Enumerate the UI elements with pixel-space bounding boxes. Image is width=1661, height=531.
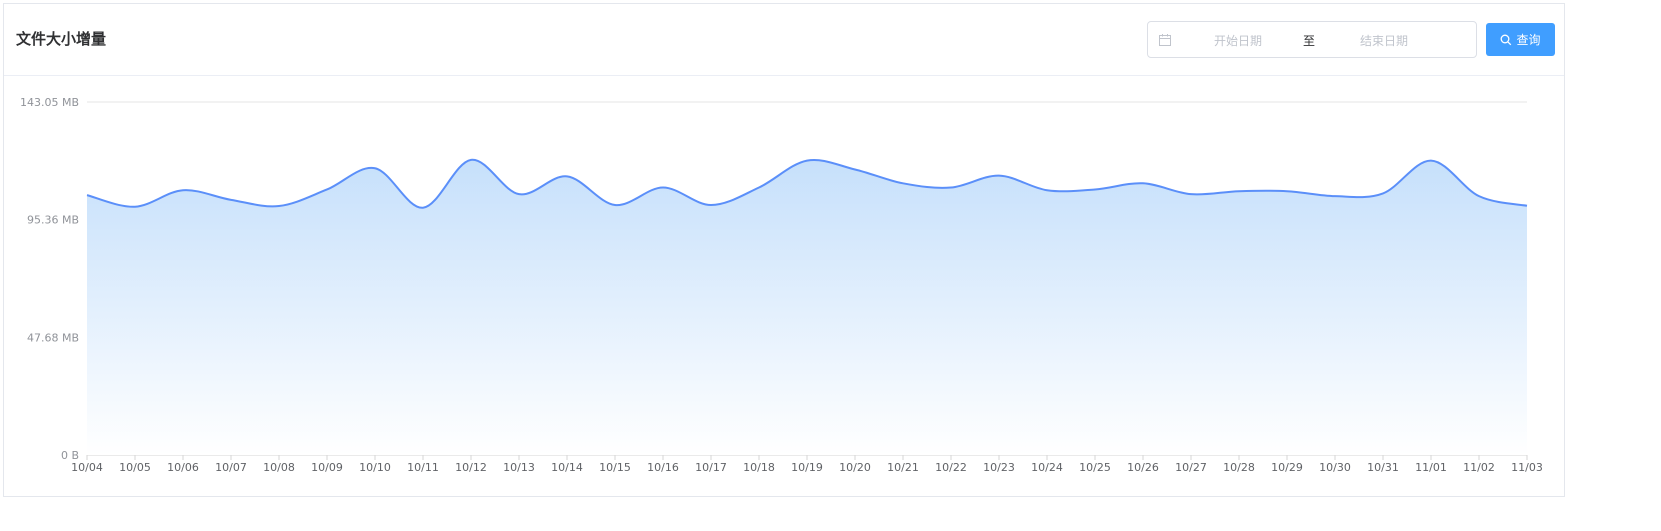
x-tick-label: 10/07 [215,461,247,474]
x-tick-label: 10/06 [167,461,199,474]
x-tick-label: 10/24 [1031,461,1063,474]
x-tick-label: 11/02 [1463,461,1495,474]
series-line [86,158,1528,209]
x-tick-label: 10/10 [359,461,391,474]
x-tick-label: 10/29 [1271,461,1303,474]
x-tick-label: 10/19 [791,461,823,474]
x-tick-label: 10/25 [1079,461,1111,474]
x-tick-label: 10/17 [695,461,727,474]
x-tick-label: 10/15 [599,461,631,474]
x-tick-label: 10/26 [1127,461,1159,474]
x-tick-label: 10/13 [503,461,535,474]
x-tick-label: 11/03 [1511,461,1543,474]
x-tick-label: 11/01 [1415,461,1447,474]
x-tick-label: 10/04 [71,461,103,474]
x-tick-label: 10/31 [1367,461,1399,474]
y-tick-label: 95.36 MB [27,214,79,227]
search-icon [1501,34,1512,45]
series-area [87,159,1527,455]
x-tick-label: 10/30 [1319,461,1351,474]
card-header: 文件大小增量 开始日期 至 结束日期 查询 [4,4,1564,76]
x-tick-label: 10/28 [1223,461,1255,474]
range-separator: 至 [1302,34,1315,48]
search-button-label: 查询 [1516,33,1541,47]
end-date-input[interactable]: 结束日期 [1359,34,1408,48]
x-tick-label: 10/18 [743,461,775,474]
date-range-picker[interactable]: 开始日期 至 结束日期 [1147,21,1477,58]
x-tick-label: 10/16 [647,461,679,474]
calendar-icon [1159,34,1171,46]
x-tick-label: 10/09 [311,461,343,474]
page-title: 文件大小增量 [16,30,107,48]
y-tick-label: 0 B [61,449,79,462]
y-axis: 0 B 47.68 MB 95.36 MB 143.05 MB [20,96,79,462]
x-tick-label: 10/12 [455,461,487,474]
x-tick-label: 10/22 [935,461,967,474]
x-axis: 10/04 10/05 10/06 10/07 10/08 10/09 10/10 10/11… [71,455,1543,474]
x-tick-label: 10/21 [887,461,919,474]
x-tick-label: 10/23 [983,461,1015,474]
y-tick-label: 47.68 MB [27,331,79,344]
x-tick-label: 10/05 [119,461,151,474]
x-tick-label: 10/14 [551,461,583,474]
x-tick-label: 10/11 [407,461,439,474]
search-button[interactable]: 查询 [1486,23,1555,56]
y-tick-label: 143.05 MB [20,96,79,109]
x-tick-label: 10/20 [839,461,871,474]
x-tick-label: 10/27 [1175,461,1207,474]
start-date-input[interactable]: 开始日期 [1213,34,1262,48]
x-tick-label: 10/08 [263,461,295,474]
